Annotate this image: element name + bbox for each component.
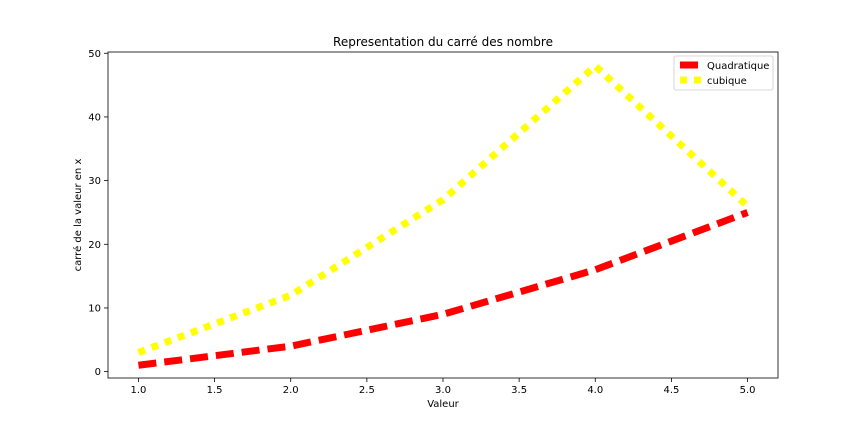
x-tick-label: 4.5 xyxy=(663,385,679,396)
x-axis: 1.0 1.5 2.0 2.5 3.0 3.5 4.0 4.5 5.0 xyxy=(131,378,756,396)
legend: Quadratique cubique xyxy=(673,55,774,91)
x-tick-label: 1.5 xyxy=(207,385,223,396)
series-line-quadratique xyxy=(138,209,749,369)
series-line-cubique xyxy=(137,61,750,356)
y-tick-label: 50 xyxy=(88,49,101,60)
y-axis: 0 10 20 30 40 50 xyxy=(88,49,108,378)
y-tick-label: 0 xyxy=(95,367,101,378)
y-tick-label: 30 xyxy=(88,176,101,187)
chart-title: Representation du carré des nombre xyxy=(333,35,553,49)
x-tick-label: 3.5 xyxy=(511,385,527,396)
y-tick-label: 10 xyxy=(88,303,101,314)
x-tick-label: 1.0 xyxy=(131,385,147,396)
x-tick-label: 3.0 xyxy=(435,385,451,396)
plot-area xyxy=(137,61,750,369)
y-axis-label: carré de la valeur en x xyxy=(72,159,84,272)
y-tick-label: 20 xyxy=(88,240,101,251)
legend-label-quadratique: Quadratique xyxy=(707,61,769,72)
x-tick-label: 2.5 xyxy=(359,385,375,396)
y-tick-label: 40 xyxy=(88,112,101,123)
x-tick-label: 5.0 xyxy=(740,385,756,396)
x-axis-label: Valeur xyxy=(427,399,459,410)
x-tick-label: 2.0 xyxy=(283,385,299,396)
x-tick-label: 4.0 xyxy=(587,385,603,396)
legend-label-cubique: cubique xyxy=(707,76,747,87)
